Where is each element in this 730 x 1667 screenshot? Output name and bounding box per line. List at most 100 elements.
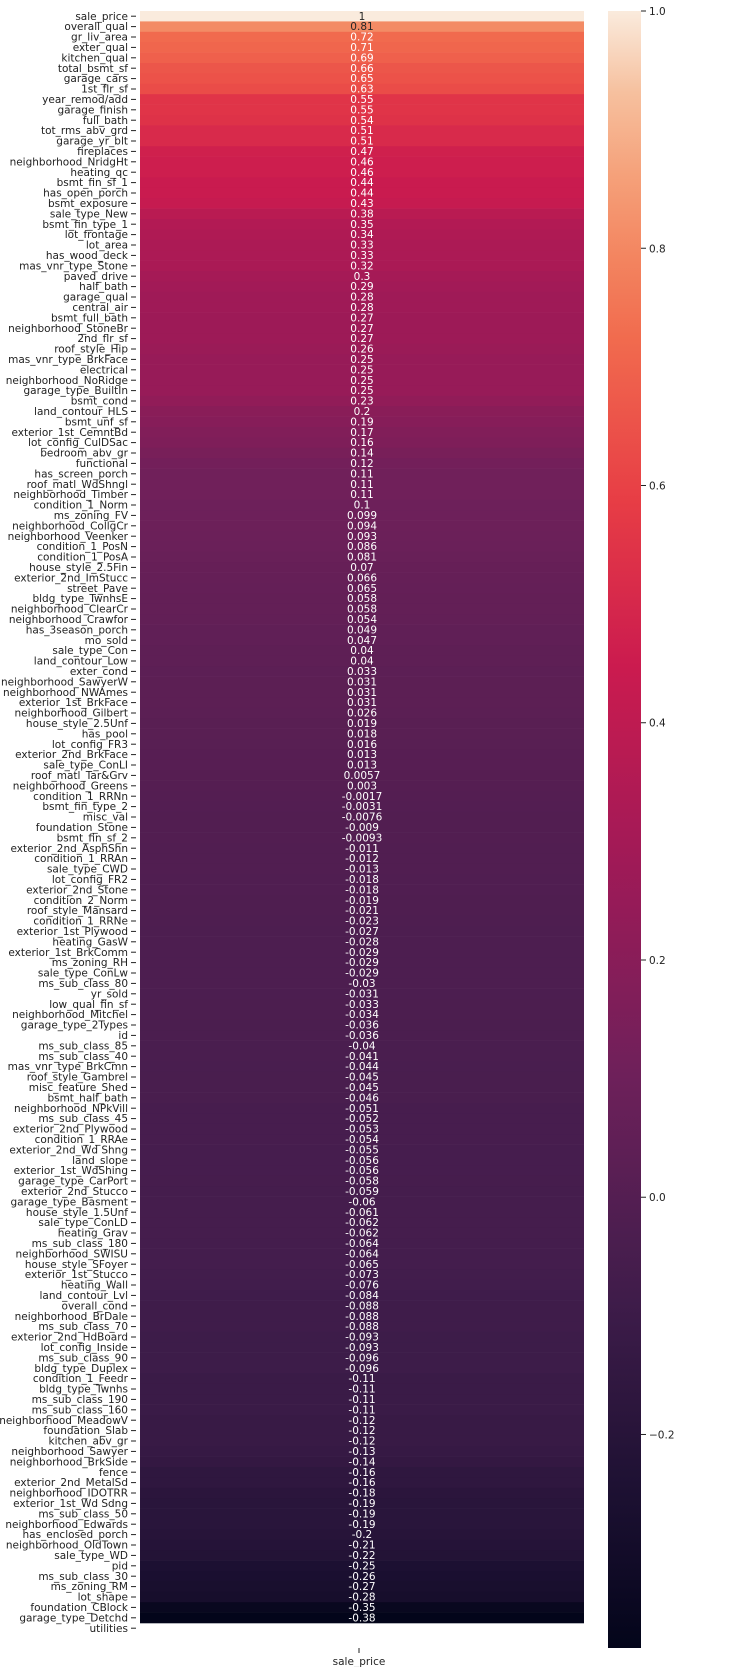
cell-value-label: -0.029 [345,968,379,980]
heatmap-cell [140,302,584,313]
cell-value-label: 0.81 [350,21,373,33]
cell-value-label: -0.031 [345,988,379,1000]
heatmap-cell [140,1019,584,1031]
heatmap-cell [140,1300,584,1312]
cell-value-label: 0.55 [350,104,373,116]
row-label: ms_sub_class_40 [38,1051,128,1063]
row-label: bsmt_cond [71,396,128,408]
cell-value-label: 0.27 [350,333,373,345]
row-label: neighborhood_SWISU [16,1248,129,1260]
row-label: lot_area [86,240,128,252]
cell-value-label: 0.66 [350,63,374,75]
row-label: exterior_2nd_Wd Shng [9,1144,128,1156]
cell-value-label: -0.2 [352,1529,373,1541]
row-label: house_style_2.5Fin [29,562,128,574]
row-label: lot_frontage [65,229,128,241]
row-label: id [118,1030,128,1042]
row-label: ms_sub_class_70 [38,1321,128,1333]
cell-value-label: -0.028 [345,936,379,948]
row-label: overall_cond [62,1300,128,1312]
row-label: condition_1_RRAn [34,853,128,865]
cell-value-label: 0.25 [350,375,373,387]
heatmap-cell [140,1196,584,1208]
heatmap-cell [140,239,584,251]
cell-value-label: -0.012 [345,853,379,865]
cell-value-label: 0.35 [350,219,373,231]
cell-value-label: -0.041 [345,1051,379,1063]
heatmap-cell [140,791,584,802]
cell-value-label: 0.25 [350,354,373,366]
heatmap-cell [140,687,584,698]
heatmap-cell [140,1030,584,1041]
heatmap-cell [140,666,584,677]
cell-value-label: -0.073 [345,1269,379,1281]
heatmap-cell [140,177,584,189]
cell-value-label: -0.033 [345,999,379,1011]
cell-value-label: -0.045 [345,1082,379,1094]
row-label: condition_1_RRNn [33,791,128,803]
heatmap-cell [140,1155,584,1166]
row-label: ms_sub_class_80 [38,978,128,990]
cell-value-label: 0.086 [347,541,377,553]
heatmap-cell [140,271,584,282]
row-label: mas_vnr_type_BrkFace [8,354,128,366]
cell-value-label: -0.12 [348,1425,375,1437]
row-label: exterior_2nd_HdBoard [11,1332,128,1344]
row-label: neighborhood_Crawfor [9,614,129,626]
cell-value-label: -0.22 [348,1550,375,1562]
heatmap-cell [140,291,584,303]
row-label: ms_sub_class_85 [38,1040,128,1052]
row-label: mas_vnr_type_BrkCmn [8,1061,128,1073]
row-label: heating_qc [70,167,128,179]
row-label: condition_1_Feedr [33,1373,129,1385]
row-label: bsmt_fin_sf_1 [57,177,128,189]
heatmap-cell [140,884,584,896]
cell-value-label: 0.38 [350,208,373,220]
row-label: neighborhood_Edwards [5,1519,128,1531]
cell-value-label: -0.054 [345,1134,379,1146]
heatmap-cell [140,1415,584,1426]
cell-value-label: 0.019 [347,718,377,730]
heatmap-cell [140,1082,584,1093]
heatmap-cell [140,1487,584,1499]
cell-value-label: -0.12 [348,1436,375,1448]
heatmap-cell [140,354,584,365]
heatmap-cell [140,83,584,95]
heatmap-cell [140,1435,584,1447]
heatmap-cell [140,1259,584,1270]
heatmap-cell [140,759,584,771]
heatmap-cell [140,1311,584,1322]
cell-value-label: -0.045 [345,1072,379,1084]
heatmap-cell [140,1560,584,1572]
cell-value-label: 0.33 [350,240,373,252]
heatmap-cell [140,1612,584,1624]
heatmap-cell [140,1591,584,1603]
row-label: has_screen_porch [34,468,128,480]
heatmap-cell [140,115,584,126]
cell-value-label: 0.054 [347,614,377,626]
row-label: has_enclosed_porch [23,1529,129,1541]
cell-value-label: 0.11 [350,479,373,491]
heatmap-cell [140,146,584,157]
heatmap-cell [140,905,584,917]
cell-value-label: -0.036 [345,1030,379,1042]
row-label: roof_style_Mansard [27,905,128,917]
row-label: exter_qual [73,42,128,54]
heatmap-cell [140,1269,584,1281]
row-label: neighborhood_NWAmes [3,687,128,699]
cell-value-label: 0.16 [350,437,374,449]
cell-value-label: 0.34 [350,229,374,241]
cell-value-label: 0.11 [350,468,373,480]
cell-value-label: 0.71 [350,42,373,54]
heatmap-cell [140,1383,584,1395]
heatmap-cell [140,1352,584,1364]
heatmap-cell [140,1581,584,1593]
cell-value-label: -0.11 [348,1373,375,1385]
row-label: ms_sub_class_45 [38,1113,128,1125]
row-label: bsmt_fin_type_2 [42,801,128,813]
row-label: condition_1_RRAe [35,1134,128,1146]
row-label: sale_type_WD [54,1550,128,1562]
cell-value-label: 0.2 [354,406,371,418]
row-label: condition_2_Norm [34,895,128,907]
row-label: sale_type_ConLw [38,968,128,980]
